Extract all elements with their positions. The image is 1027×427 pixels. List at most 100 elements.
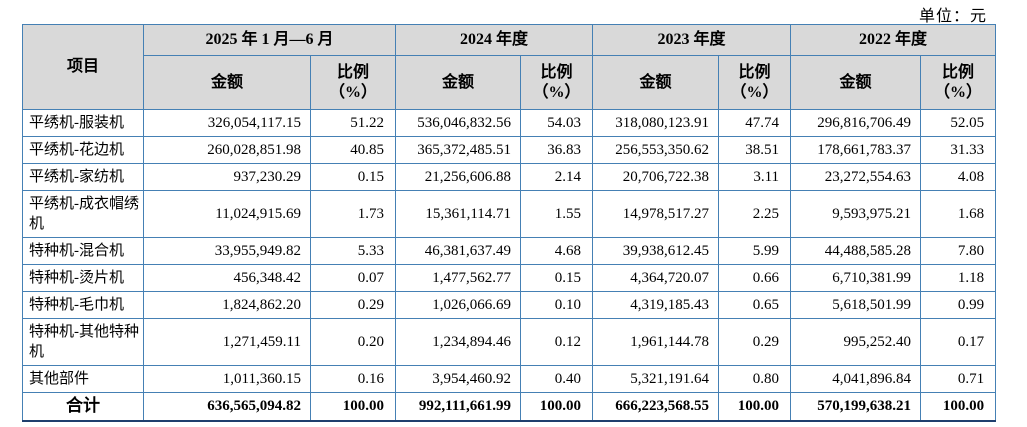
- amount-value: 536,046,832.56: [395, 109, 522, 137]
- table-row: 特种机-混合机 33,955,949.82 5.33 46,381,637.49…: [22, 237, 997, 265]
- amount-value: 1,477,562.77: [395, 264, 522, 292]
- amount-value: 456,348.42: [143, 264, 311, 292]
- column-group-2023: 2023 年度: [592, 24, 792, 56]
- amount-value: 3,954,460.92: [395, 365, 522, 393]
- header-row-periods: 项目 2025 年 1 月—6 月 2024 年度 2023 年度 2022 年…: [22, 24, 997, 110]
- ratio-value: 0.10: [520, 291, 594, 319]
- item-label: 平绣机-家纺机: [22, 163, 144, 191]
- amount-value: 5,618,501.99: [790, 291, 922, 319]
- table-row: 平绣机-服装机 326,054,117.15 51.22 536,046,832…: [22, 109, 997, 137]
- ratio-value: 0.15: [520, 264, 594, 292]
- amount-value: 365,372,485.51: [395, 136, 522, 164]
- column-header-amount-2023: 金额: [592, 55, 720, 110]
- total-label: 合计: [22, 392, 144, 421]
- ratio-value: 4.68: [520, 237, 594, 265]
- ratio-header-percent: （%）: [329, 83, 378, 101]
- ratio-value: 54.03: [520, 109, 594, 137]
- amount-value: 296,816,706.49: [790, 109, 922, 137]
- item-label: 其他部件: [22, 365, 144, 393]
- ratio-value: 2.14: [520, 163, 594, 191]
- ratio-value: 4.08: [920, 163, 997, 191]
- column-header-ratio-2025: 比例 （%）: [309, 55, 397, 110]
- ratio-value: 0.40: [520, 365, 594, 393]
- amount-value: 20,706,722.38: [592, 163, 720, 191]
- amount-value: 23,272,554.63: [790, 163, 922, 191]
- table-row: 特种机-其他特种机 1,271,459.11 0.20 1,234,894.46…: [22, 318, 997, 366]
- amount-value: 1,824,862.20: [143, 291, 311, 319]
- ratio-value: 2.25: [718, 190, 792, 238]
- ratio-value: 40.85: [309, 136, 397, 164]
- amount-value: 44,488,585.28: [790, 237, 922, 265]
- ratio-value: 0.16: [309, 365, 397, 393]
- ratio-header-percent: （%）: [532, 83, 581, 101]
- amount-value: 15,361,114.71: [395, 190, 522, 238]
- ratio-value: 5.99: [718, 237, 792, 265]
- ratio-value: 0.29: [718, 318, 792, 366]
- total-ratio-value: 100.00: [309, 392, 397, 421]
- item-label: 特种机-混合机: [22, 237, 144, 265]
- ratio-value: 0.66: [718, 264, 792, 292]
- ratio-value: 1.18: [920, 264, 997, 292]
- ratio-value: 47.74: [718, 109, 792, 137]
- revenue-breakdown-table: 项目 2025 年 1 月—6 月 2024 年度 2023 年度 2022 年…: [22, 24, 997, 422]
- ratio-value: 5.33: [309, 237, 397, 265]
- ratio-value: 1.55: [520, 190, 594, 238]
- column-group-2025: 2025 年 1 月—6 月: [142, 24, 397, 56]
- ratio-value: 1.68: [920, 190, 997, 238]
- amount-value: 6,710,381.99: [790, 264, 922, 292]
- table-row: 特种机-烫片机 456,348.42 0.07 1,477,562.77 0.1…: [22, 264, 997, 292]
- column-header-ratio-2022: 比例 （%）: [920, 55, 997, 110]
- ratio-header-text: 比例: [738, 63, 771, 81]
- amount-value: 326,054,117.15: [143, 109, 311, 137]
- table-row: 特种机-毛巾机 1,824,862.20 0.29 1,026,066.69 0…: [22, 291, 997, 319]
- amount-value: 39,938,612.45: [592, 237, 720, 265]
- amount-value: 1,026,066.69: [395, 291, 522, 319]
- column-header-amount-2022: 金额: [790, 55, 922, 110]
- ratio-header-text: 比例: [942, 63, 975, 81]
- ratio-value: 1.73: [309, 190, 397, 238]
- table-row: 平绣机-成衣帽绣机 11,024,915.69 1.73 15,361,114.…: [22, 190, 997, 238]
- total-amount-value: 666,223,568.55: [592, 392, 720, 421]
- item-label: 平绣机-成衣帽绣机: [22, 190, 144, 238]
- amount-value: 33,955,949.82: [143, 237, 311, 265]
- ratio-value: 38.51: [718, 136, 792, 164]
- ratio-value: 0.99: [920, 291, 997, 319]
- amount-value: 995,252.40: [790, 318, 922, 366]
- ratio-value: 52.05: [920, 109, 997, 137]
- ratio-value: 7.80: [920, 237, 997, 265]
- amount-value: 1,011,360.15: [143, 365, 311, 393]
- ratio-value: 0.65: [718, 291, 792, 319]
- amount-value: 1,271,459.11: [143, 318, 311, 366]
- ratio-value: 0.07: [309, 264, 397, 292]
- ratio-value: 0.12: [520, 318, 594, 366]
- ratio-value: 0.20: [309, 318, 397, 366]
- ratio-header-percent: （%）: [934, 83, 983, 101]
- column-group-2024: 2024 年度: [395, 24, 594, 56]
- amount-value: 256,553,350.62: [592, 136, 720, 164]
- ratio-header-text: 比例: [337, 63, 370, 81]
- amount-value: 14,978,517.27: [592, 190, 720, 238]
- table-total-row: 合计 636,565,094.82 100.00 992,111,661.99 …: [22, 392, 997, 421]
- amount-value: 937,230.29: [143, 163, 311, 191]
- item-label: 特种机-其他特种机: [22, 318, 144, 366]
- item-label: 平绣机-服装机: [22, 109, 144, 137]
- header-row-measures: 金额 比例 （%） 金额 比例 （%） 金额 比例 （%） 金额 比例 （%）: [23, 55, 997, 110]
- total-ratio-value: 100.00: [920, 392, 997, 421]
- amount-value: 21,256,606.88: [395, 163, 522, 191]
- column-group-2022: 2022 年度: [790, 24, 997, 56]
- amount-value: 46,381,637.49: [395, 237, 522, 265]
- amount-value: 4,364,720.07: [592, 264, 720, 292]
- amount-value: 178,661,783.37: [790, 136, 922, 164]
- column-header-amount-2025: 金额: [143, 55, 311, 110]
- item-label: 平绣机-花边机: [22, 136, 144, 164]
- column-header-item: 项目: [22, 24, 144, 110]
- ratio-value: 0.71: [920, 365, 997, 393]
- amount-value: 11,024,915.69: [143, 190, 311, 238]
- unit-label: 单位：元: [918, 8, 987, 25]
- table-row: 平绣机-家纺机 937,230.29 0.15 21,256,606.88 2.…: [22, 163, 997, 191]
- ratio-value: 51.22: [309, 109, 397, 137]
- item-label: 特种机-烫片机: [22, 264, 144, 292]
- amount-value: 1,961,144.78: [592, 318, 720, 366]
- column-header-ratio-2024: 比例 （%）: [520, 55, 594, 110]
- total-amount-value: 636,565,094.82: [143, 392, 311, 421]
